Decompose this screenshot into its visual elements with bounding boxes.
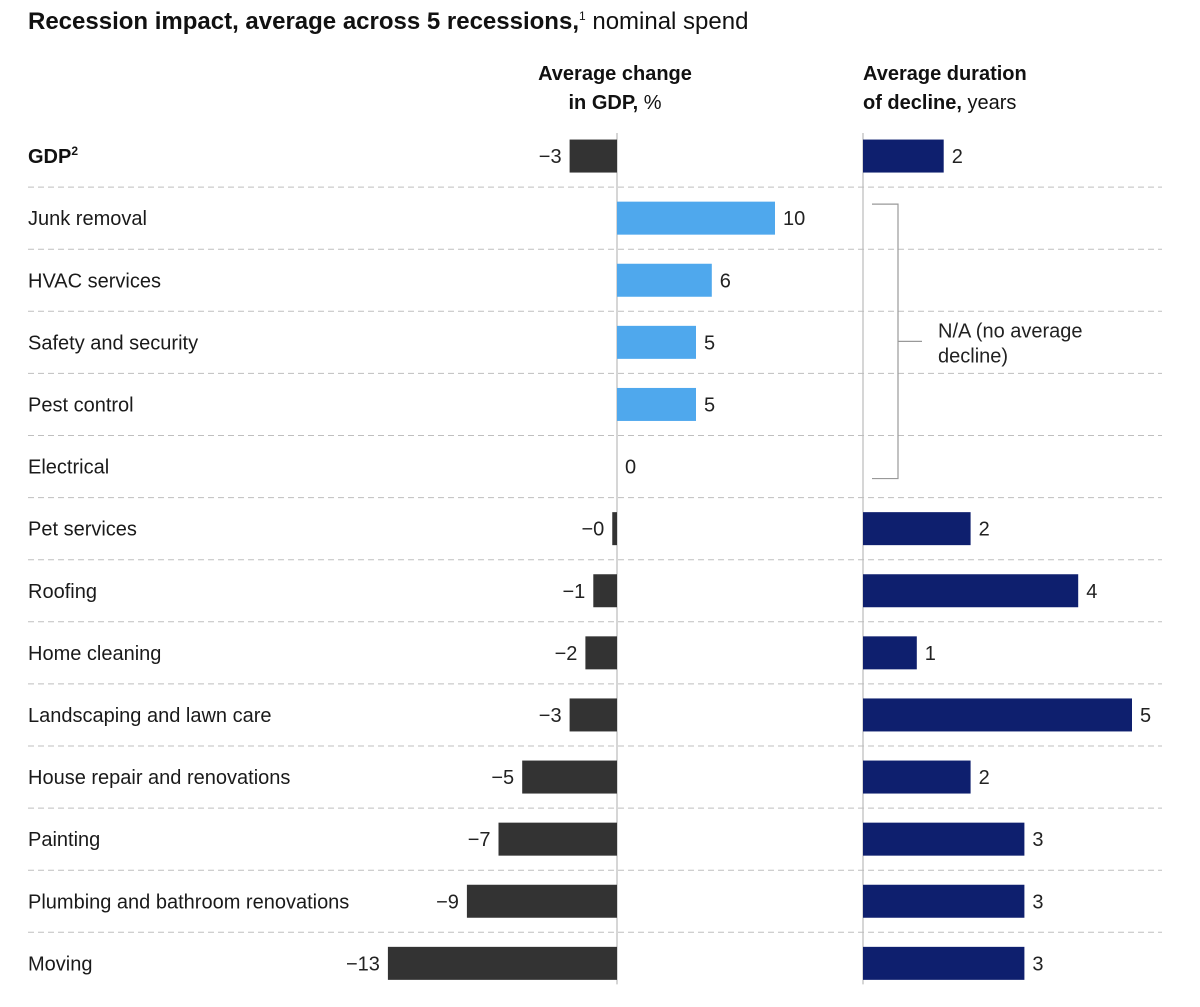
- gdp-change-label: −0: [581, 519, 604, 541]
- category-label: Electrical: [28, 457, 109, 479]
- duration-bar: [863, 636, 917, 670]
- category-label: HVAC services: [28, 270, 161, 292]
- title-footnote: 1: [578, 9, 586, 23]
- category-label: House repair and renovations: [28, 767, 290, 789]
- gdp-change-bar: [617, 263, 712, 297]
- duration-label: 5: [1140, 705, 1151, 727]
- na-bracket: [872, 203, 922, 480]
- gdp-change-bar: [612, 512, 617, 546]
- gdp-change-bar: [522, 760, 617, 794]
- duration-label: 2: [979, 519, 990, 541]
- duration-bar: [863, 822, 1025, 856]
- duration-label: 3: [1032, 891, 1043, 913]
- gdp-change-bar: [498, 822, 617, 856]
- title-main: Recession impact, average across 5 reces…: [28, 8, 579, 35]
- duration-label: 3: [1032, 953, 1043, 975]
- gdp-change-bar: [617, 201, 775, 235]
- duration-header-line1: Average duration: [863, 63, 1027, 85]
- gdp-header-unit: %: [643, 92, 662, 114]
- duration-bar: [863, 139, 944, 173]
- gdp-change-label: 6: [720, 270, 731, 292]
- gdp-header-line2: in GDP,: [568, 92, 639, 114]
- category-label: Roofing: [28, 581, 97, 603]
- category-label: Junk removal: [28, 208, 147, 230]
- gdp-change-label: 0: [625, 457, 636, 479]
- title-subtitle: nominal spend: [592, 8, 749, 35]
- duration-bar: [863, 760, 971, 794]
- duration-bar: [863, 698, 1132, 732]
- gdp-change-label: −5: [491, 767, 514, 789]
- duration-header-line2: of decline,: [863, 92, 962, 114]
- gdp-change-label: 5: [704, 332, 715, 354]
- duration-bar: [863, 574, 1079, 608]
- category-label: Painting: [28, 829, 100, 851]
- gdp-change-bar: [569, 698, 617, 732]
- duration-bar: [863, 512, 971, 546]
- chart-title: Recession impact, average across 5 reces…: [28, 8, 748, 36]
- duration-label: 3: [1032, 829, 1043, 851]
- gdp-change-label: −13: [346, 953, 380, 975]
- gdp-column-header: Average change in GDP, %: [520, 60, 710, 118]
- category-label: Pest control: [28, 394, 134, 416]
- category-label: Pet services: [28, 519, 137, 541]
- gdp-change-label: −9: [436, 891, 459, 913]
- gdp-change-bar: [387, 946, 617, 980]
- gdp-change-label: −1: [562, 581, 585, 603]
- gdp-change-bar: [617, 325, 696, 359]
- gdp-change-bar: [593, 574, 617, 608]
- gdp-change-label: −7: [468, 829, 491, 851]
- duration-column-header: Average duration of decline, years: [863, 60, 1103, 118]
- duration-label: 2: [952, 146, 963, 168]
- category-label: Plumbing and bathroom renovations: [28, 891, 349, 913]
- category-label: Home cleaning: [28, 643, 161, 665]
- category-label: Moving: [28, 953, 92, 975]
- duration-label: 4: [1086, 581, 1097, 603]
- duration-label: 2: [979, 767, 990, 789]
- category-label: GDP2: [28, 144, 78, 168]
- duration-bar: [863, 946, 1025, 980]
- duration-header-unit: years: [967, 92, 1017, 114]
- gdp-change-label: −3: [539, 705, 562, 727]
- gdp-change-label: −2: [555, 643, 578, 665]
- gdp-change-label: 10: [783, 208, 805, 230]
- gdp-change-bar: [569, 139, 617, 173]
- na-label-line1: N/A (no average: [938, 320, 1083, 342]
- gdp-change-label: 5: [704, 394, 715, 416]
- duration-bar: [863, 884, 1025, 918]
- category-label: Landscaping and lawn care: [28, 705, 272, 727]
- na-label-line2: decline): [938, 345, 1008, 367]
- gdp-change-bar: [585, 636, 617, 670]
- category-label: Safety and security: [28, 332, 198, 354]
- gdp-change-bar: [617, 387, 696, 421]
- duration-label: 1: [925, 643, 936, 665]
- gdp-header-line1: Average change: [538, 63, 692, 85]
- gdp-change-label: −3: [539, 146, 562, 168]
- gdp-change-bar: [466, 884, 617, 918]
